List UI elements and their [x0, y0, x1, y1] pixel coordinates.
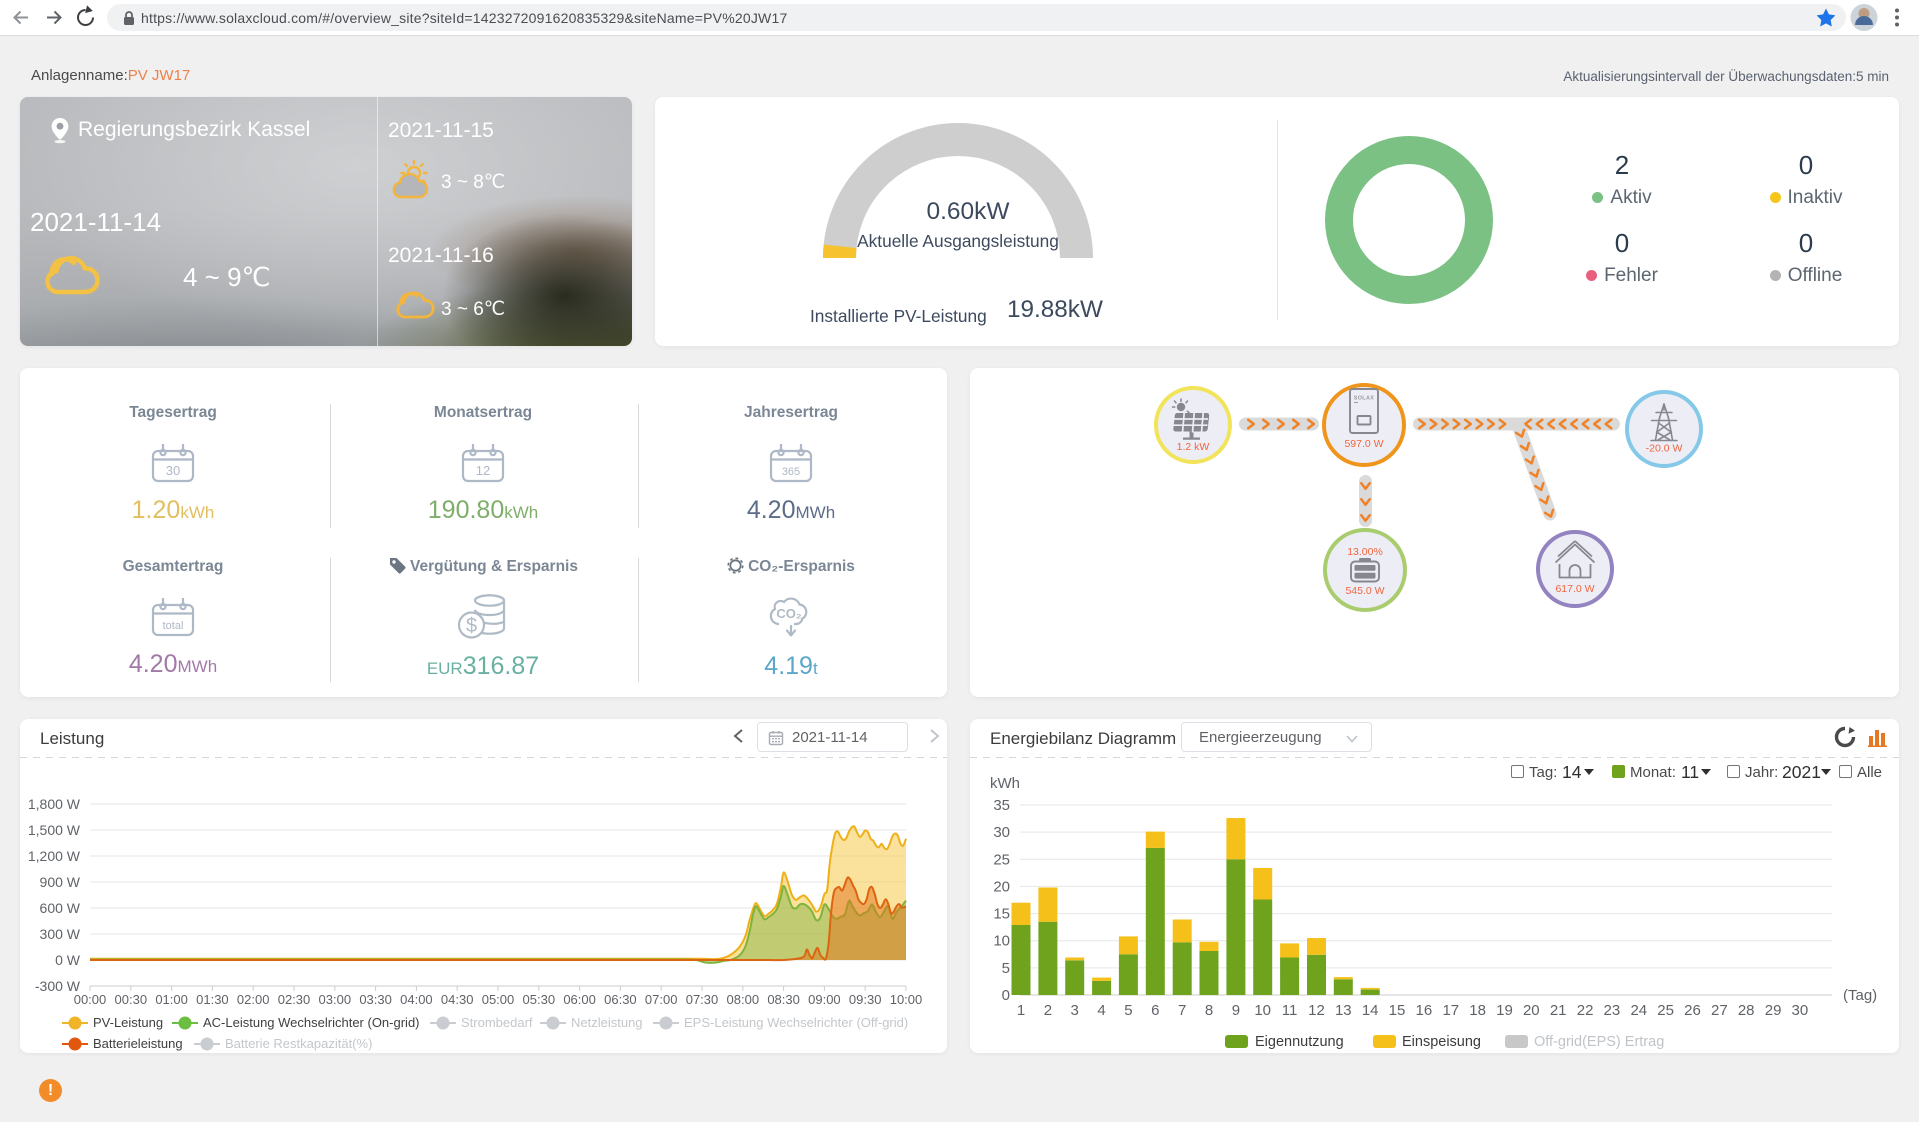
svg-text:01:30: 01:30: [196, 992, 229, 1007]
svg-text:1,500 W: 1,500 W: [28, 822, 81, 838]
svg-text:2: 2: [1044, 1002, 1052, 1019]
svg-text:21: 21: [1550, 1002, 1567, 1019]
svg-text:06:00: 06:00: [563, 992, 596, 1007]
svg-text:08:00: 08:00: [727, 992, 760, 1007]
svg-text:04:00: 04:00: [400, 992, 433, 1007]
svg-text:8: 8: [1205, 1002, 1213, 1019]
svg-text:09:30: 09:30: [849, 992, 882, 1007]
svg-text:(Tag): (Tag): [1843, 987, 1877, 1004]
svg-text:20: 20: [1523, 1002, 1540, 1019]
svg-text:13.00%: 13.00%: [1347, 546, 1383, 558]
svg-text:07:00: 07:00: [645, 992, 678, 1007]
svg-text:06:30: 06:30: [604, 992, 637, 1007]
svg-text:11: 11: [1282, 1002, 1298, 1019]
svg-text:7: 7: [1178, 1002, 1186, 1019]
svg-text:15: 15: [1389, 1002, 1406, 1019]
svg-text:14: 14: [1362, 1002, 1379, 1019]
svg-text:05:00: 05:00: [482, 992, 515, 1007]
svg-text:10: 10: [1254, 1002, 1271, 1019]
svg-text:07:30: 07:30: [686, 992, 719, 1007]
svg-text:00:30: 00:30: [115, 992, 148, 1007]
svg-text:365: 365: [782, 466, 800, 478]
svg-text:19: 19: [1496, 1002, 1513, 1019]
svg-text:5: 5: [1124, 1002, 1132, 1019]
svg-text:25: 25: [1657, 1002, 1674, 1019]
svg-text:08:30: 08:30: [767, 992, 800, 1007]
svg-text:617.0 W: 617.0 W: [1555, 583, 1594, 595]
svg-text:03:30: 03:30: [359, 992, 392, 1007]
svg-text:04:30: 04:30: [441, 992, 474, 1007]
svg-text:900 W: 900 W: [40, 874, 81, 890]
svg-text:02:00: 02:00: [237, 992, 270, 1007]
svg-text:29: 29: [1765, 1002, 1782, 1019]
svg-text:05:30: 05:30: [523, 992, 556, 1007]
svg-text:03:00: 03:00: [319, 992, 352, 1007]
svg-text:30: 30: [166, 463, 180, 478]
svg-text:9: 9: [1232, 1002, 1240, 1019]
svg-text:30: 30: [1792, 1002, 1809, 1019]
svg-text:02:30: 02:30: [278, 992, 311, 1007]
svg-text:300 W: 300 W: [40, 926, 81, 942]
svg-text:5: 5: [1002, 960, 1010, 977]
svg-text:3: 3: [1071, 1002, 1079, 1019]
svg-text:$: $: [466, 615, 477, 637]
svg-text:CO₂: CO₂: [776, 606, 802, 621]
svg-text:10: 10: [993, 933, 1010, 950]
svg-text:-300 W: -300 W: [35, 978, 81, 994]
svg-text:25: 25: [993, 851, 1010, 868]
svg-text:13: 13: [1335, 1002, 1352, 1019]
svg-text:24: 24: [1630, 1002, 1647, 1019]
svg-text:12: 12: [476, 463, 490, 478]
svg-text:22: 22: [1577, 1002, 1594, 1019]
svg-text:15: 15: [993, 906, 1010, 923]
svg-text:12: 12: [1308, 1002, 1325, 1019]
svg-text:4: 4: [1097, 1002, 1105, 1019]
svg-text:01:00: 01:00: [155, 992, 188, 1007]
svg-text:27: 27: [1711, 1002, 1728, 1019]
svg-text:1.2 kW: 1.2 kW: [1177, 441, 1210, 453]
svg-text:total: total: [163, 620, 184, 632]
svg-text:545.0 W: 545.0 W: [1345, 585, 1384, 597]
svg-text:28: 28: [1738, 1002, 1755, 1019]
svg-text:18: 18: [1469, 1002, 1486, 1019]
svg-text:597.0 W: 597.0 W: [1344, 438, 1383, 450]
svg-text:1,800 W: 1,800 W: [28, 796, 81, 812]
svg-text:30: 30: [993, 824, 1010, 841]
svg-text:0: 0: [1002, 987, 1010, 1004]
svg-text:1: 1: [1017, 1002, 1025, 1019]
svg-text:20: 20: [993, 878, 1010, 895]
svg-text:6: 6: [1151, 1002, 1159, 1019]
svg-text:1,200 W: 1,200 W: [28, 848, 81, 864]
svg-text:26: 26: [1684, 1002, 1701, 1019]
svg-text:17: 17: [1442, 1002, 1459, 1019]
svg-text:-20.0 W: -20.0 W: [1646, 443, 1683, 455]
svg-text:09:00: 09:00: [808, 992, 841, 1007]
svg-text:00:00: 00:00: [74, 992, 107, 1007]
svg-text:35: 35: [993, 797, 1010, 814]
svg-text:0 W: 0 W: [55, 952, 81, 968]
svg-text:10:00: 10:00: [890, 992, 923, 1007]
svg-text:23: 23: [1604, 1002, 1621, 1019]
svg-text:SOLAX: SOLAX: [1354, 396, 1375, 402]
svg-text:16: 16: [1416, 1002, 1433, 1019]
svg-text:600 W: 600 W: [40, 900, 81, 916]
